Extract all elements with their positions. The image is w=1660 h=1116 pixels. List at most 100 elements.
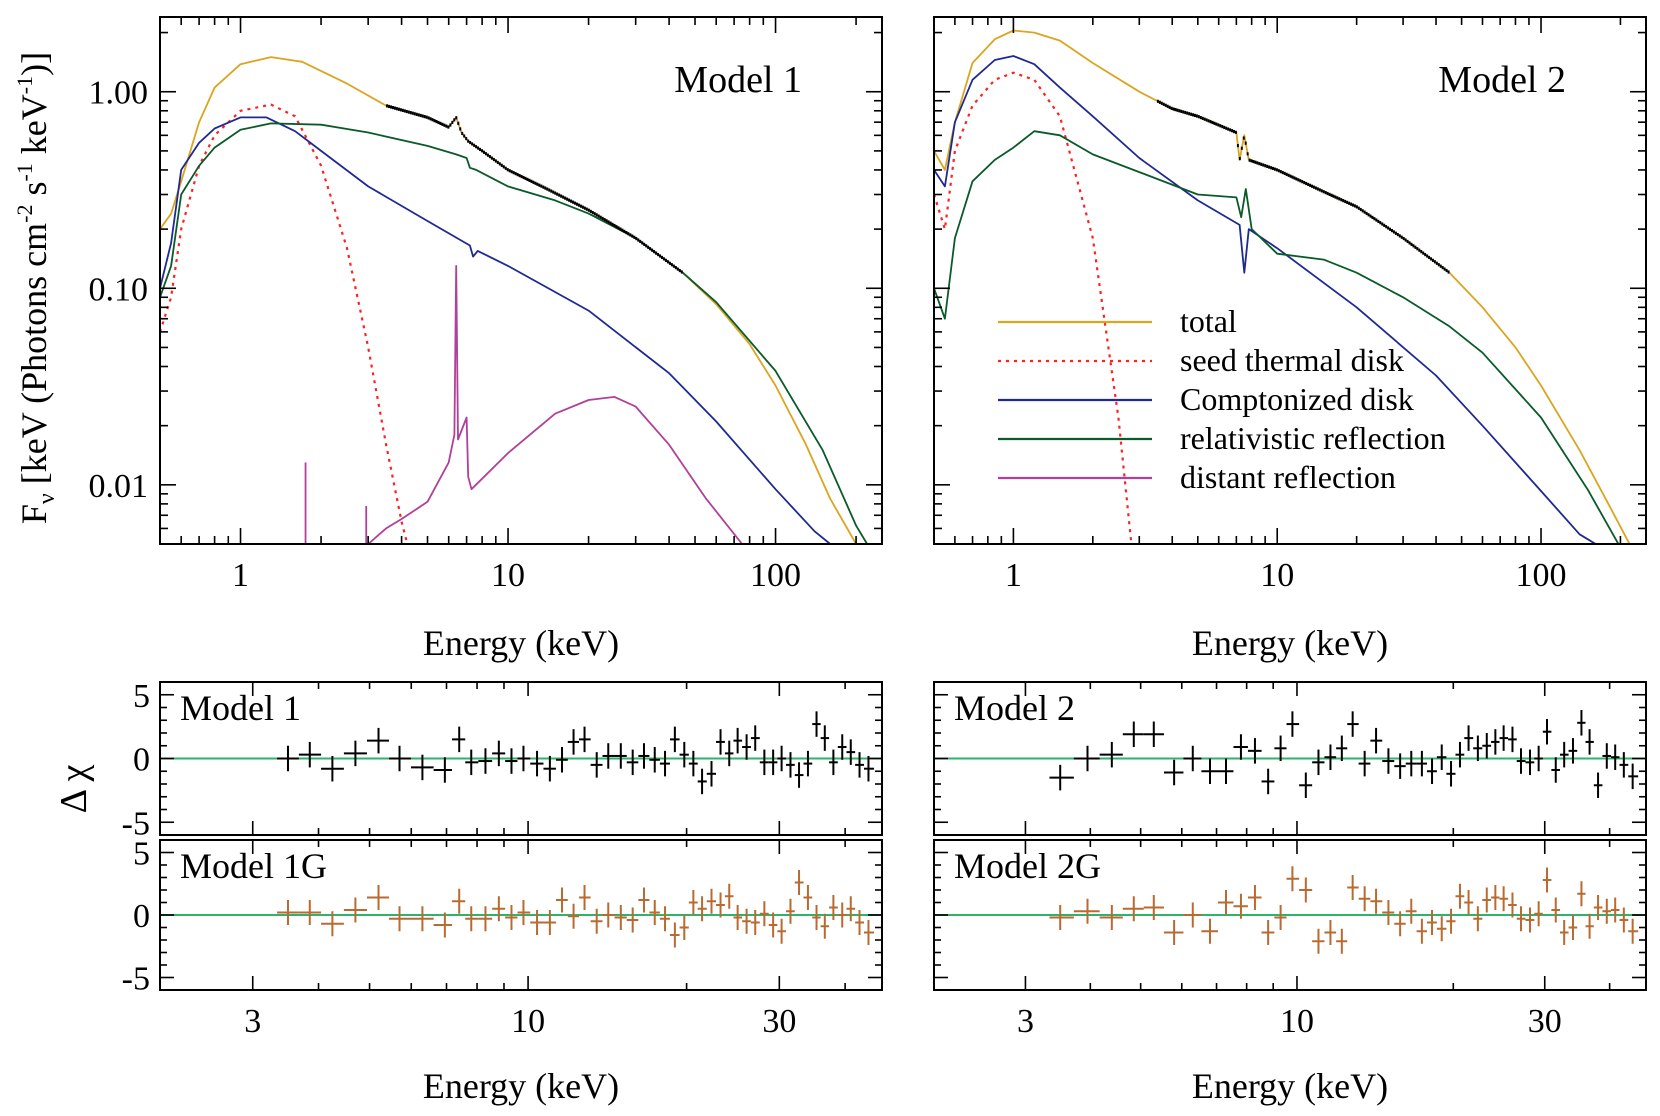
- plot-area: [934, 29, 1631, 544]
- residual-point: [750, 725, 760, 751]
- residual-point: [1551, 897, 1560, 923]
- y-label-subscript: ν: [34, 493, 60, 504]
- residual-point: [1525, 907, 1535, 933]
- residual-point: [716, 892, 725, 918]
- residual-point: [638, 887, 650, 913]
- residual-point: [1394, 753, 1406, 779]
- residual-point: [1628, 763, 1639, 790]
- residual-point: [505, 905, 518, 930]
- residual-point: [777, 745, 787, 772]
- residual-point: [812, 905, 821, 930]
- residual-point: [492, 740, 506, 767]
- residual-point: [517, 900, 531, 925]
- residual-point: [742, 734, 751, 760]
- residual-point: [1247, 738, 1262, 764]
- y-tick-label: 0.10: [89, 271, 149, 308]
- y-label-s: s: [14, 182, 54, 205]
- residual-point: [688, 750, 698, 777]
- data-points: [386, 104, 683, 274]
- x-tick-label: 10: [511, 1003, 545, 1040]
- residual-point: [1217, 758, 1234, 784]
- residual-point: [505, 748, 518, 774]
- residual-point: [1143, 721, 1164, 748]
- residual-point: [433, 912, 453, 938]
- residual-point: [829, 749, 838, 776]
- plot-area: [160, 56, 868, 544]
- residual-point: [724, 740, 734, 767]
- residual-point: [626, 907, 639, 933]
- residual-point: [1473, 906, 1483, 932]
- y-tick-label: 0.01: [89, 468, 149, 505]
- top-y-axis-label: Fν [keV (Photons cm-2 s-1 keV-1)]: [12, 52, 60, 524]
- residual-point: [1299, 772, 1313, 799]
- y-label-end: )]: [14, 52, 54, 76]
- residual-point: [1628, 918, 1639, 944]
- residual-point: [829, 895, 838, 920]
- residual-point: [812, 711, 821, 737]
- residual-point: [1508, 892, 1517, 918]
- residual-point: [1602, 743, 1611, 769]
- residual-point: [1233, 893, 1248, 919]
- residual-point: [1336, 735, 1348, 762]
- series-line-comptonized-disk: [160, 116, 831, 544]
- residual-point: [1551, 757, 1560, 783]
- residual-point: [366, 885, 390, 910]
- residual-point: [794, 870, 804, 895]
- residual-point: [1534, 745, 1543, 772]
- y-tick-label: 0: [133, 742, 150, 779]
- residual-point: [1099, 905, 1123, 930]
- series-line-comptonized-disk: [934, 55, 1598, 544]
- residual-point: [277, 900, 299, 925]
- residual-point: [1370, 888, 1383, 914]
- series-line-relativistic-reflection: [160, 122, 868, 544]
- residual-point: [1577, 881, 1586, 907]
- residual-point: [759, 901, 769, 927]
- residual-point: [863, 920, 875, 945]
- residual-point: [1491, 729, 1500, 755]
- legend: total seed thermal disk Comptonized disk…: [998, 303, 1446, 495]
- y-tick-label: 1.00: [89, 75, 149, 112]
- residual-point: [543, 910, 556, 935]
- residual-point: [1436, 916, 1447, 942]
- residual-point: [706, 761, 717, 787]
- residual-point: [410, 754, 434, 781]
- residual-point: [1499, 725, 1509, 751]
- residual-point: [1436, 744, 1447, 770]
- x-tick-label: 100: [1516, 557, 1567, 594]
- panel-title: Model 1: [180, 688, 301, 728]
- residual-point: [1049, 905, 1074, 930]
- residual-point: [1347, 875, 1359, 900]
- residual-point: [567, 903, 580, 929]
- residual-point: [1163, 920, 1184, 945]
- residual-point: [1610, 744, 1620, 770]
- x-axis-label: Energy (keV): [423, 623, 619, 663]
- residual-point: [750, 910, 760, 935]
- residual-point: [1525, 749, 1535, 776]
- residual-point: [1286, 711, 1300, 737]
- residual-point: [1324, 744, 1337, 770]
- residual-point: [777, 918, 787, 944]
- residual-point: [343, 897, 367, 923]
- residual-point: [837, 902, 847, 928]
- x-tick-label: 100: [750, 557, 801, 594]
- residual-point: [846, 896, 856, 922]
- residual-point: [1473, 735, 1483, 762]
- plot-frame: [159, 16, 883, 545]
- residual-point: [1247, 885, 1262, 910]
- residual-point: [724, 883, 734, 909]
- residual-point: [478, 748, 493, 774]
- series-line-total: [160, 56, 858, 544]
- legend-label-comptonized: Comptonized disk: [1180, 381, 1414, 417]
- residual-point: [855, 752, 864, 778]
- residual-point: [1382, 900, 1395, 925]
- residual-point: [1455, 741, 1465, 768]
- residual-point: [1183, 745, 1202, 772]
- residual-point: [492, 896, 506, 922]
- panel-title: Model 1G: [180, 846, 327, 886]
- residual-point: [786, 752, 795, 778]
- residual-point: [768, 912, 778, 938]
- residual-point: [1286, 866, 1300, 892]
- residual-point: [1610, 897, 1620, 923]
- data-points: [1156, 99, 1450, 274]
- y-tick-label: 0: [133, 898, 150, 935]
